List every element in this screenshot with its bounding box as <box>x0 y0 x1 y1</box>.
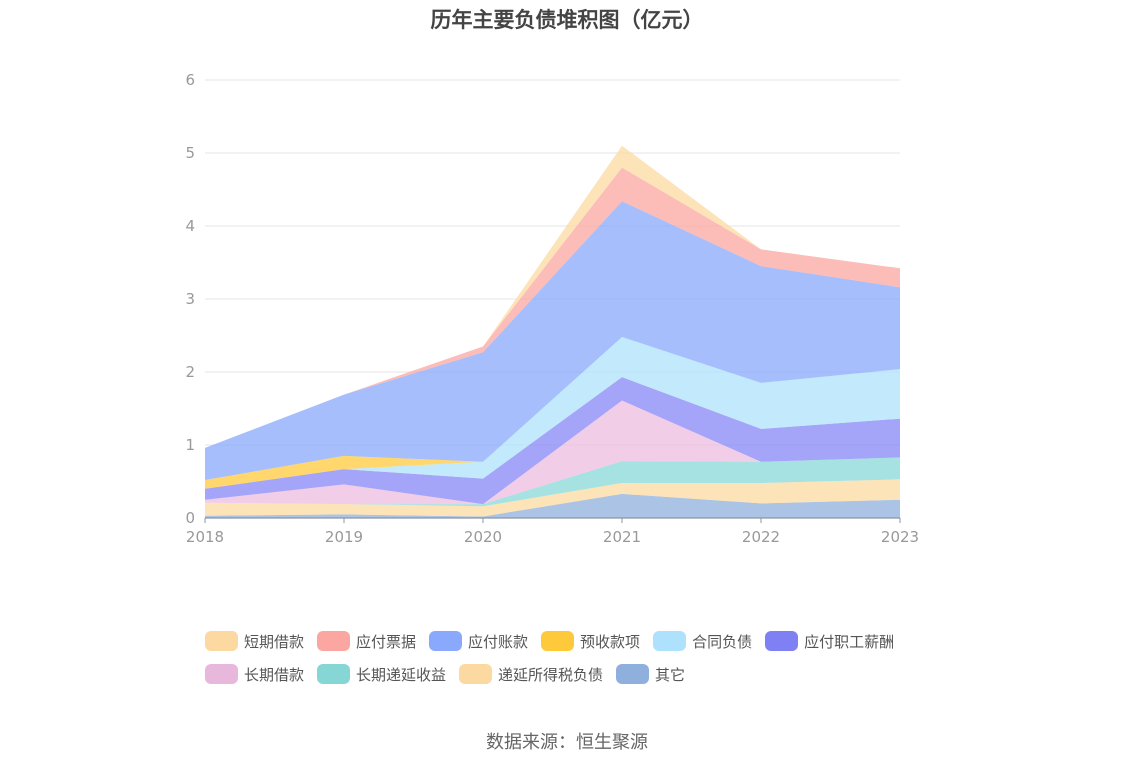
y-tick-label: 4 <box>185 217 195 235</box>
legend-swatch <box>765 631 799 651</box>
chart-plot: 0 1 2 3 4 5 6 2018 2019 2020 2021 2022 2023 <box>185 71 919 546</box>
legend-swatch <box>205 664 238 684</box>
area-series <box>205 337 900 489</box>
legend: 短期借款 应付票据 应付账款 预收款项 合同负债 应付职工薪酬 长期借款 长期递… <box>205 630 965 685</box>
legend-item[interactable]: 应付职工薪酬 <box>765 630 894 652</box>
legend-swatch <box>459 664 493 684</box>
legend-label: 递延所得税负债 <box>498 665 604 684</box>
y-tick-label: 1 <box>185 436 195 454</box>
legend-label: 长期借款 <box>244 665 305 684</box>
legend-label: 应付账款 <box>468 632 529 651</box>
legend-label: 长期递延收益 <box>356 665 447 684</box>
y-tick-label: 6 <box>185 71 195 89</box>
legend-label: 预收款项 <box>580 632 641 651</box>
x-tick-label: 2022 <box>742 528 780 546</box>
axes: 0 1 2 3 4 5 6 2018 2019 2020 2021 2022 2023 <box>185 71 919 546</box>
legend-swatch <box>616 664 650 684</box>
x-tick-label: 2018 <box>186 528 224 546</box>
area-series <box>205 167 900 448</box>
area-series <box>205 457 900 507</box>
legend-item[interactable]: 递延所得税负债 <box>459 663 603 685</box>
chart-title: 历年主要负债堆积图（亿元） <box>430 8 704 32</box>
legend-swatch <box>205 631 238 651</box>
legend-item[interactable]: 其它 <box>616 663 685 685</box>
legend-item[interactable]: 短期借款 <box>205 630 304 652</box>
legend-swatch <box>317 664 351 684</box>
legend-label: 合同负债 <box>692 632 753 651</box>
area-series <box>205 479 900 517</box>
legend-item[interactable]: 应付票据 <box>317 630 416 652</box>
legend-label: 其它 <box>655 665 686 684</box>
area-series <box>205 201 900 480</box>
x-tick-label: 2021 <box>603 528 641 546</box>
area-series <box>205 493 900 518</box>
x-tick-label: 2020 <box>464 528 502 546</box>
y-tick-label: 3 <box>185 290 195 308</box>
y-tick-label: 0 <box>185 509 195 527</box>
legend-swatch <box>653 631 687 651</box>
legend-item[interactable]: 应付账款 <box>429 630 528 652</box>
legend-swatch <box>429 631 463 651</box>
legend-item[interactable]: 合同负债 <box>653 630 752 652</box>
legend-item[interactable]: 长期递延收益 <box>317 663 446 685</box>
area-series <box>205 337 900 489</box>
legend-label: 短期借款 <box>244 632 305 651</box>
data-source-note: 数据来源：恒生聚源 <box>486 732 648 753</box>
legend-item[interactable]: 长期借款 <box>205 663 304 685</box>
x-tick-label: 2019 <box>325 528 363 546</box>
area-series <box>205 400 900 505</box>
legend-swatch <box>317 631 351 651</box>
y-tick-label: 5 <box>185 144 195 162</box>
legend-swatch <box>541 631 575 651</box>
area-series <box>205 377 900 505</box>
x-tick-label: 2023 <box>881 528 919 546</box>
legend-label: 应付票据 <box>356 632 417 651</box>
y-tick-label: 2 <box>185 363 195 381</box>
area-series-group <box>205 145 900 518</box>
legend-label: 应付职工薪酬 <box>804 632 895 651</box>
legend-item[interactable]: 预收款项 <box>541 630 640 652</box>
